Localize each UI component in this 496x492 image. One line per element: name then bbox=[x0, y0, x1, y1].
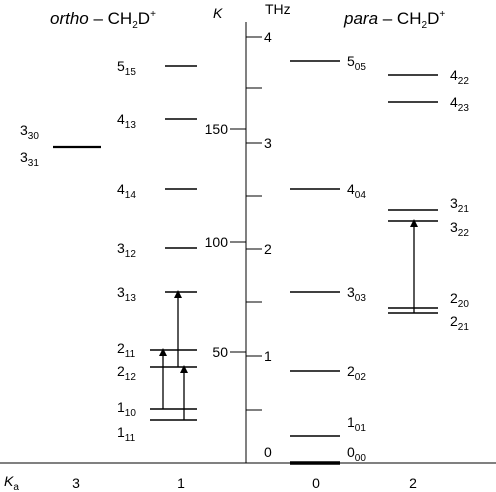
level-label: 303 bbox=[347, 284, 366, 304]
level-label: 505 bbox=[347, 53, 366, 73]
k-tick-label: 50 bbox=[212, 344, 228, 360]
k-tick-label: 100 bbox=[205, 234, 229, 250]
level-labels: 5154134143123132112121101113303315054043… bbox=[20, 53, 469, 464]
level-label: 423 bbox=[450, 94, 469, 114]
level-label: 404 bbox=[347, 181, 366, 201]
level-label: 212 bbox=[117, 363, 136, 383]
level-label: 221 bbox=[450, 313, 469, 333]
ka-value: 1 bbox=[177, 475, 185, 491]
level-label: 111 bbox=[117, 424, 136, 444]
level-label: 220 bbox=[450, 290, 469, 310]
k-tick-label: 150 bbox=[205, 121, 229, 137]
thz-tick-label: 4 bbox=[264, 29, 272, 45]
thz-tick-label: 0 bbox=[264, 444, 272, 460]
level-label: 101 bbox=[347, 414, 366, 434]
level-label: 330 bbox=[20, 122, 39, 142]
level-label: 422 bbox=[450, 67, 469, 87]
level-label: 202 bbox=[347, 363, 366, 383]
level-label: 331 bbox=[20, 149, 39, 169]
ka-value: 3 bbox=[72, 475, 80, 491]
level-label: 313 bbox=[117, 284, 136, 304]
thz-ticks bbox=[246, 36, 262, 411]
level-label: 211 bbox=[117, 340, 136, 360]
ortho-title: ortho – CH2D+ bbox=[50, 9, 156, 31]
k-label: K bbox=[213, 5, 223, 21]
level-label: 322 bbox=[450, 219, 469, 239]
thz-label: THz bbox=[265, 1, 291, 17]
ka-value: 0 bbox=[312, 475, 320, 491]
thz-tick-label: 1 bbox=[264, 348, 272, 364]
level-label: 110 bbox=[117, 399, 136, 419]
level-label: 515 bbox=[117, 58, 136, 78]
para-title: para – CH2D+ bbox=[343, 9, 445, 31]
level-label: 414 bbox=[117, 181, 136, 201]
level-label: 321 bbox=[450, 195, 469, 215]
thz-tick-label: 2 bbox=[264, 241, 272, 257]
ka-label: Ka bbox=[4, 473, 19, 492]
ka-value: 2 bbox=[409, 475, 417, 491]
level-label: 312 bbox=[117, 240, 136, 260]
level-label: 000 bbox=[347, 444, 366, 464]
thz-tick-label: 3 bbox=[264, 135, 272, 151]
level-label: 413 bbox=[117, 111, 136, 131]
